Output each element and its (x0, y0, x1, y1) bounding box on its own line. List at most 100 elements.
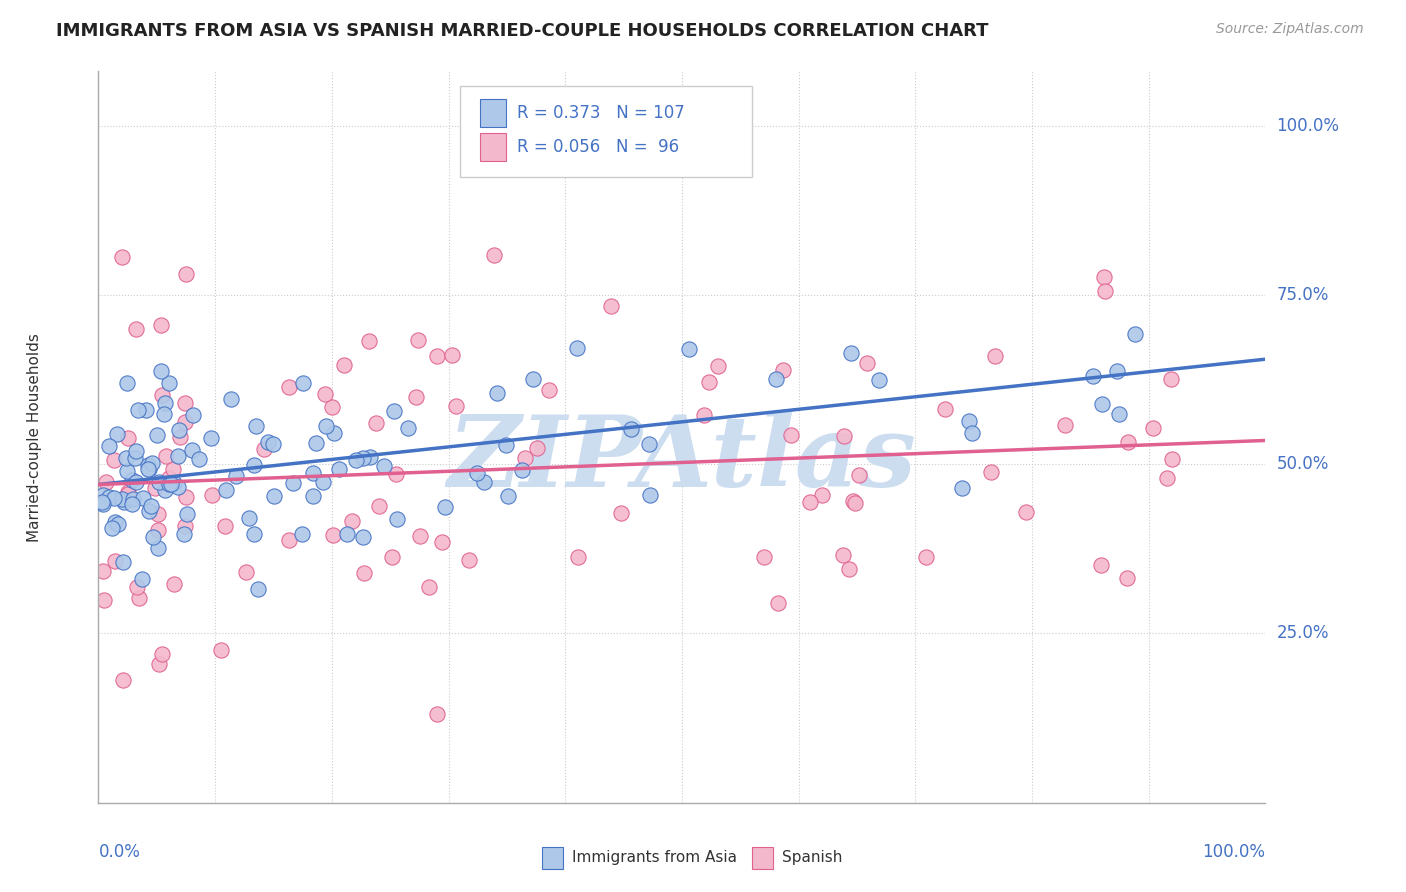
Point (173, 527, 195, 541)
Point (426, 707, 449, 722)
Bar (541, 847, 562, 869)
Point (246, 582, 269, 597)
Point (340, 514, 363, 528)
Point (91, 495, 114, 509)
Point (321, 400, 343, 414)
Point (235, 565, 257, 579)
Point (441, 348, 464, 362)
Point (620, 422, 643, 436)
Point (162, 577, 184, 591)
Point (409, 529, 432, 543)
Point (238, 511, 260, 525)
Point (115, 464, 138, 478)
Point (344, 453, 367, 467)
Point (155, 396, 177, 410)
Point (844, 496, 866, 510)
Point (148, 475, 170, 490)
Point (381, 550, 404, 565)
Text: R = 0.373   N = 107: R = 0.373 N = 107 (517, 104, 685, 122)
Point (94, 475, 117, 489)
Point (1123, 326, 1146, 341)
Point (174, 268, 197, 282)
Point (131, 491, 153, 505)
Point (1116, 570, 1139, 584)
Point (138, 504, 160, 518)
Point (93, 564, 115, 578)
Point (382, 404, 405, 418)
Point (1081, 369, 1104, 384)
Point (1156, 471, 1178, 485)
Point (841, 345, 863, 359)
Point (1142, 420, 1164, 434)
Point (1015, 505, 1038, 519)
Bar (752, 847, 773, 869)
Point (538, 383, 561, 397)
Point (136, 458, 159, 472)
Point (111, 491, 134, 506)
Point (103, 452, 125, 467)
Point (149, 364, 172, 378)
Point (522, 372, 544, 386)
Point (209, 643, 232, 657)
Point (153, 483, 176, 498)
Point (214, 519, 236, 533)
Point (323, 426, 346, 441)
Point (93, 593, 115, 607)
Point (148, 657, 170, 672)
Point (115, 451, 138, 466)
Point (510, 463, 533, 477)
Point (169, 430, 191, 444)
Point (495, 438, 517, 452)
Point (1108, 407, 1130, 421)
Text: IMMIGRANTS FROM ASIA VS SPANISH MARRIED-COUPLE HOUSEHOLDS CORRELATION CHART: IMMIGRANTS FROM ASIA VS SPANISH MARRIED-… (56, 22, 988, 40)
Text: R = 0.056   N =  96: R = 0.056 N = 96 (517, 137, 679, 156)
Point (136, 462, 159, 476)
Point (385, 467, 408, 481)
Point (262, 437, 284, 451)
Point (127, 403, 149, 417)
Point (100, 521, 122, 535)
Point (301, 466, 323, 480)
Point (174, 415, 197, 429)
Point (139, 499, 162, 513)
Text: 75.0%: 75.0% (1277, 285, 1329, 304)
Text: ZIPAtlas: ZIPAtlas (447, 411, 917, 508)
Point (243, 458, 266, 472)
Point (359, 334, 381, 349)
Point (103, 491, 125, 505)
Point (693, 408, 716, 422)
Point (181, 409, 204, 423)
Point (245, 418, 267, 433)
Text: Immigrants from Asia: Immigrants from Asia (572, 850, 737, 865)
Point (364, 416, 387, 430)
Point (166, 480, 188, 494)
Point (779, 428, 801, 442)
Point (253, 442, 276, 456)
Point (174, 490, 197, 504)
Text: Source: ZipAtlas.com: Source: ZipAtlas.com (1216, 22, 1364, 37)
Point (446, 400, 468, 414)
Point (314, 387, 336, 401)
Point (163, 476, 186, 491)
Point (122, 492, 145, 507)
Point (697, 375, 720, 389)
Point (141, 456, 163, 470)
Point (848, 467, 870, 482)
Point (1091, 397, 1114, 411)
Point (707, 359, 730, 374)
Point (1160, 371, 1182, 385)
Point (97, 439, 120, 453)
Point (408, 333, 430, 347)
Text: 50.0%: 50.0% (1277, 455, 1329, 473)
Point (111, 673, 134, 687)
Point (1160, 451, 1182, 466)
Point (291, 527, 314, 541)
Point (124, 450, 146, 465)
Point (353, 566, 375, 580)
Point (256, 434, 278, 449)
Point (482, 248, 505, 262)
Point (152, 648, 174, 662)
Point (457, 553, 479, 567)
Point (842, 494, 865, 508)
Point (472, 475, 495, 490)
